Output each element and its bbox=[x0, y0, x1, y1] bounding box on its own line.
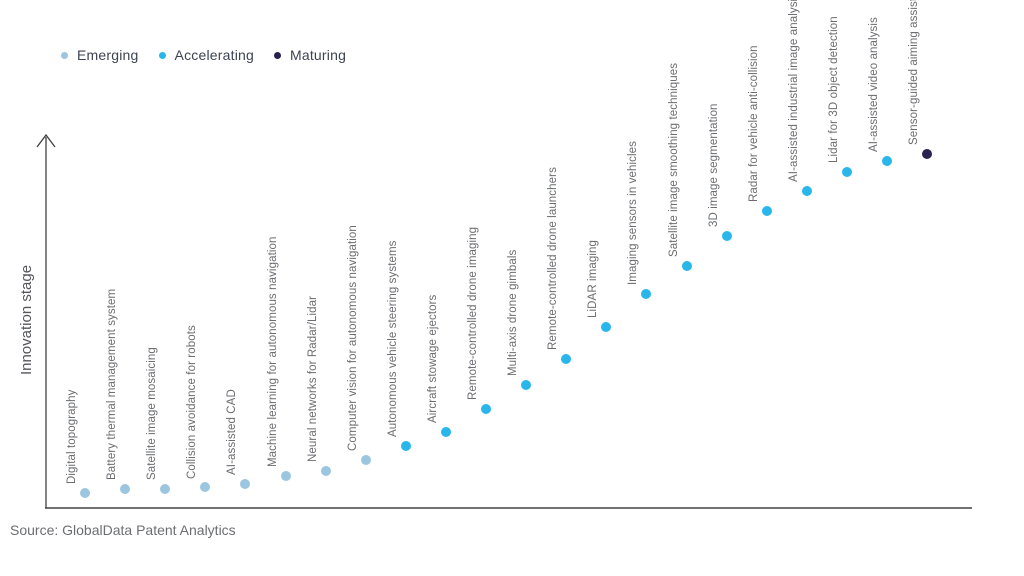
data-point bbox=[481, 404, 491, 415]
legend-dot-icon bbox=[158, 51, 166, 59]
data-point-label: Neural networks for Radar/Lidar bbox=[306, 295, 319, 462]
data-point-label: Imaging sensors in vehicles bbox=[627, 140, 640, 285]
data-point-label: Satellite image smoothing techniques bbox=[667, 62, 680, 257]
data-point-label: Collision avoidance for robots bbox=[186, 324, 199, 479]
data-point-label: Battery thermal management system bbox=[106, 289, 119, 481]
data-point-label: Computer vision for autonomous navigatio… bbox=[346, 224, 359, 451]
data-point-label: AI-assisted industrial image analysis bbox=[787, 0, 800, 182]
data-point bbox=[601, 322, 612, 333]
data-point-label: Aircraft stowage ejectors bbox=[426, 294, 439, 423]
legend-label: Emerging bbox=[77, 47, 139, 63]
legend-item-emerging: Emerging bbox=[61, 47, 139, 63]
y-axis-title: Innovation stage bbox=[18, 264, 35, 376]
y-axis-arrow-icon bbox=[36, 133, 56, 148]
data-point bbox=[280, 471, 291, 482]
data-point bbox=[882, 156, 892, 167]
data-point bbox=[320, 465, 331, 476]
legend-label: Accelerating bbox=[174, 47, 254, 63]
data-point-label: Lidar for 3D object detection bbox=[827, 16, 840, 164]
data-point-label: Multi-axis drone gimbals bbox=[507, 249, 520, 376]
data-point bbox=[200, 482, 211, 493]
data-point bbox=[681, 260, 692, 271]
data-point bbox=[80, 488, 90, 499]
data-point-label: Machine learning for autonomous navigati… bbox=[266, 236, 279, 468]
data-point bbox=[841, 167, 852, 178]
data-point-label: 3D image segmentation bbox=[707, 103, 720, 227]
data-point bbox=[360, 454, 371, 465]
data-point-label: Radar for vehicle anti-collision bbox=[747, 45, 760, 203]
data-point bbox=[120, 484, 131, 495]
data-point-label: Remote-controlled drone launchers bbox=[547, 166, 560, 350]
legend-label: Maturing bbox=[289, 47, 347, 63]
data-point bbox=[761, 206, 772, 217]
data-point-label: LiDAR imaging bbox=[587, 240, 600, 319]
chart-legend: Emerging Accelerating Maturing bbox=[61, 47, 346, 63]
legend-item-maturing: Maturing bbox=[273, 47, 347, 63]
data-point bbox=[400, 441, 411, 452]
legend-dot-icon bbox=[61, 51, 68, 59]
data-point-label: Satellite image mosaicing bbox=[146, 347, 159, 481]
data-point bbox=[801, 185, 812, 196]
data-point-label: Remote-controlled drone imaging bbox=[467, 227, 479, 401]
source-note: Source: GlobalData Patent Analytics bbox=[10, 522, 236, 538]
legend-item-accelerating: Accelerating bbox=[158, 47, 254, 63]
data-point bbox=[521, 379, 532, 390]
data-point-label: Sensor-guided aiming assists bbox=[908, 0, 921, 145]
data-point bbox=[240, 478, 251, 489]
legend-dot-icon bbox=[273, 51, 281, 59]
data-point bbox=[721, 230, 732, 241]
data-point-label: AI-assisted CAD bbox=[226, 388, 239, 475]
data-point bbox=[561, 353, 572, 364]
data-point bbox=[160, 484, 171, 495]
data-point bbox=[922, 148, 933, 159]
data-point-label: Autonomous vehicle steering systems bbox=[386, 240, 399, 438]
data-point-label: Digital topography bbox=[66, 389, 78, 485]
data-point bbox=[641, 288, 652, 299]
data-point-label: AI-assisted video analysis bbox=[868, 17, 880, 153]
data-point bbox=[440, 426, 451, 437]
